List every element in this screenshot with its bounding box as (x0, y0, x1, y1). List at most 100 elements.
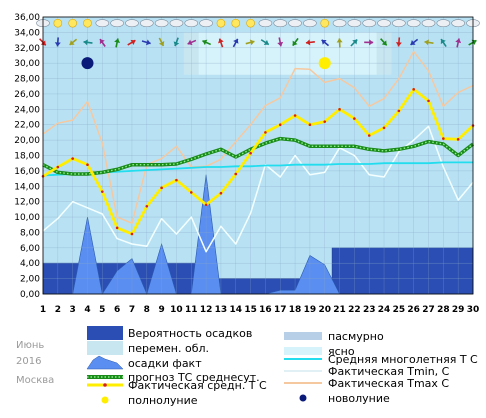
x-tick-label: 26 (407, 305, 420, 315)
fact-avg-point (353, 117, 356, 120)
fact-avg-point (160, 187, 163, 190)
x-tick-label: 21 (333, 305, 346, 315)
x-tick-label: 12 (200, 305, 213, 315)
legend-label-variable: перемен. обл. (128, 342, 209, 355)
legend: Июнь 2016 Москва Вероятность осадков пер… (16, 326, 478, 407)
x-tick-label: 9 (158, 305, 164, 315)
y-tick-label: 6,00 (20, 244, 40, 254)
legend-swatch-variable (87, 341, 123, 355)
x-tick-label: 6 (114, 305, 120, 315)
cloud-icon (392, 20, 405, 27)
sun-icon (54, 19, 62, 27)
legend-label-fact-avg: Фактическая средн. Т С (128, 379, 267, 392)
x-tick-label: 25 (393, 305, 406, 315)
x-tick-label: 30 (467, 305, 480, 315)
x-tick-label: 22 (348, 305, 361, 315)
x-tick-label: 10 (170, 305, 183, 315)
fact-avg-point (398, 110, 401, 113)
cloud-icon (422, 20, 435, 27)
fact-avg-point (175, 179, 178, 182)
sun-icon (232, 19, 240, 27)
y-tick-label: 16,00 (14, 167, 40, 177)
legend-icon-full-moon (102, 397, 109, 404)
legend-icon-new-moon (300, 395, 307, 402)
fact-avg-point (205, 203, 208, 206)
x-tick-label: 16 (259, 305, 272, 315)
fact-avg-point (323, 120, 326, 123)
x-tick-label: 14 (229, 305, 242, 315)
fact-avg-point (412, 88, 415, 91)
fact-avg-point (131, 233, 134, 236)
fact-avg-point (190, 191, 193, 194)
cloud-icon (348, 20, 361, 27)
fact-avg-point (249, 152, 252, 155)
fact-avg-point (457, 138, 460, 141)
x-tick-label: 11 (185, 305, 198, 315)
x-tick-label: 7 (129, 305, 135, 315)
legend-label-full-moon: полнолуние (128, 394, 198, 407)
cloud-icon (185, 20, 198, 27)
x-tick-label: 27 (422, 305, 435, 315)
sun-icon (83, 19, 91, 27)
fact-avg-point (86, 163, 89, 166)
sun-icon (321, 19, 329, 27)
cloud-icon (303, 20, 316, 27)
fact-avg-point (442, 137, 445, 140)
sun-icon (69, 19, 77, 27)
cloud-icon (274, 20, 287, 27)
x-tick-label: 5 (99, 305, 105, 315)
legend-label-new-moon: новолуние (328, 392, 390, 405)
cloud-icon (96, 20, 109, 27)
x-tick-label: 23 (363, 305, 376, 315)
cloud-icon (200, 20, 213, 27)
fact-avg-point (220, 192, 223, 195)
y-tick-label: 28,00 (14, 75, 40, 85)
y-tick-label: 2,00 (20, 275, 40, 285)
cloud-icon (125, 20, 138, 27)
x-tick-label: 13 (215, 305, 228, 315)
full-moon-icon (319, 57, 331, 69)
fact-avg-point (264, 131, 267, 134)
x-tick-label: 29 (452, 305, 465, 315)
legend-label-cloudy: пасмурно (328, 330, 384, 343)
y-tick-label: 32,00 (14, 44, 40, 54)
y-tick-label: 24,00 (14, 105, 40, 115)
cloud-icon (437, 20, 450, 27)
cloud-icon (407, 20, 420, 27)
legend-swatch-precip-prob (87, 326, 123, 340)
legend-swatch-fact-avg-marker (103, 383, 107, 387)
fact-avg-point (279, 123, 282, 126)
fact-avg-point (145, 205, 148, 208)
x-tick-label: 18 (289, 305, 302, 315)
y-tick-label: 20,00 (14, 136, 40, 146)
y-tick-label: 4,00 (20, 259, 40, 269)
plot-area (37, 17, 480, 294)
fact-avg-point (294, 114, 297, 117)
legend-label-tmax: Фактическая Tmax C (328, 377, 449, 390)
legend-swatch-clear (284, 347, 322, 355)
y-tick-label: 12,00 (14, 198, 40, 208)
cloud-icon (155, 20, 168, 27)
legend-label-precip-prob: Вероятность осадков (128, 327, 252, 340)
x-tick-label: 28 (437, 305, 450, 315)
sun-icon (247, 19, 255, 27)
fact-avg-point (71, 157, 74, 160)
x-tick-label: 8 (144, 305, 150, 315)
y-tick-label: 8,00 (20, 228, 40, 238)
x-tick-label: 17 (274, 305, 287, 315)
new-moon-icon (81, 57, 93, 69)
meta-month: Июнь (16, 340, 44, 351)
fact-avg-point (234, 173, 237, 176)
x-tick-label: 15 (244, 305, 257, 315)
meta-city: Москва (16, 375, 54, 386)
cloud-icon (289, 20, 302, 27)
y-tick-label: 26,00 (14, 90, 40, 100)
y-tick-label: 18,00 (14, 152, 40, 162)
fact-avg-point (368, 134, 371, 137)
y-tick-label: 14,00 (14, 182, 40, 192)
y-tick-label: 10,00 (14, 213, 40, 223)
y-tick-label: 0,00 (20, 290, 40, 300)
fact-avg-point (57, 166, 60, 169)
